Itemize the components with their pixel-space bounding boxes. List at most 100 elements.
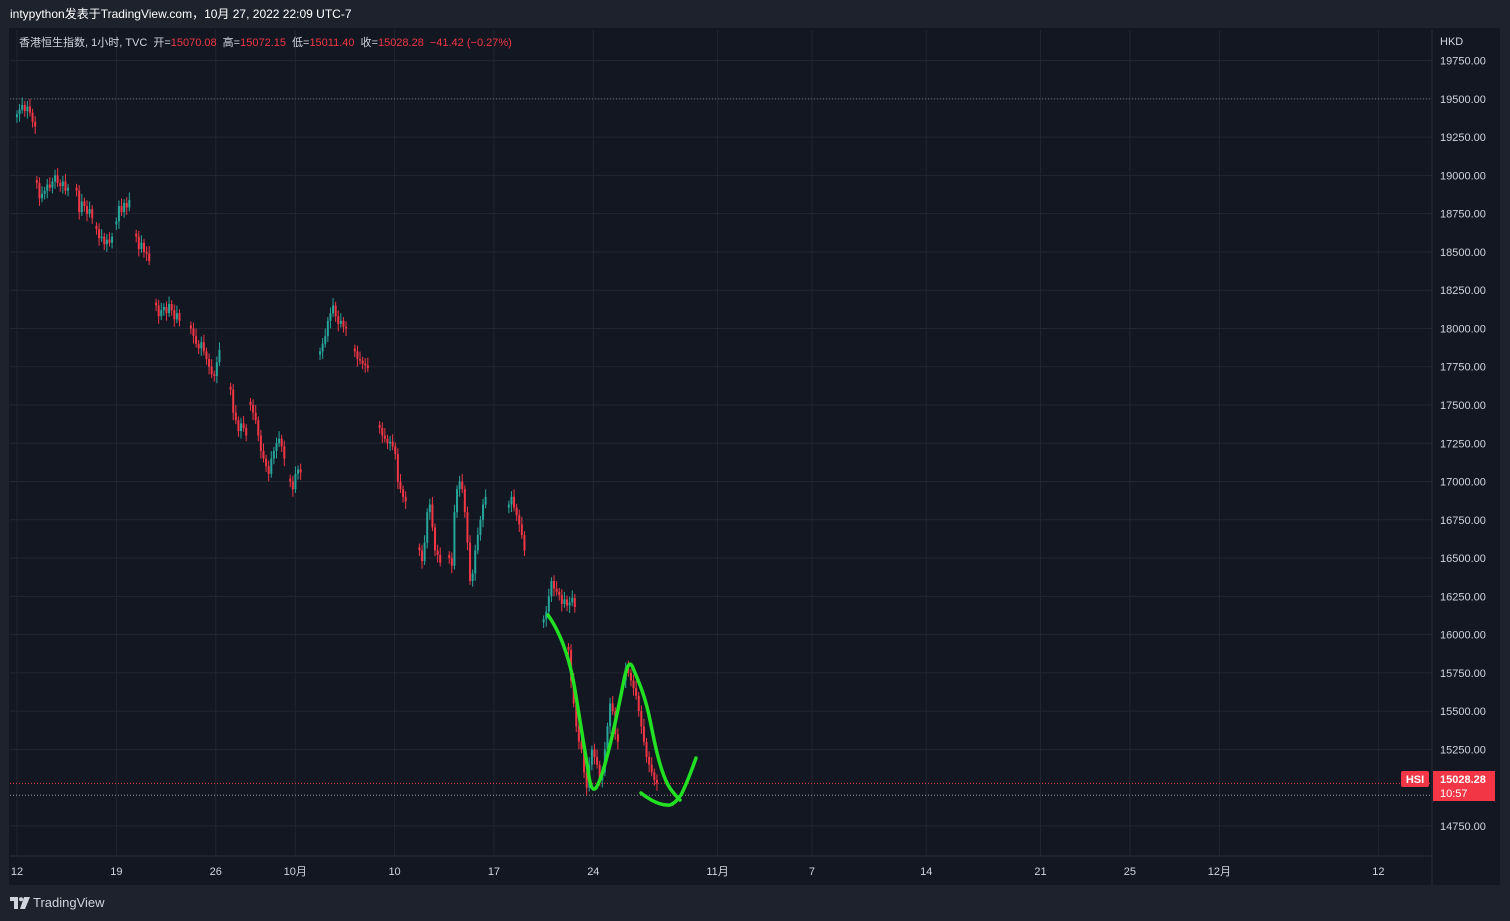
candle-body [257, 420, 260, 436]
candle-body [567, 646, 570, 650]
candle-body [650, 764, 653, 773]
candle-body [479, 519, 482, 536]
candle-body [297, 469, 300, 474]
candle-body [175, 313, 178, 320]
price-tick-label: 17500.00 [1440, 400, 1486, 412]
candle-body [61, 181, 64, 187]
candle-body [117, 206, 120, 222]
candle-body [575, 703, 578, 727]
drawing-down-up-stroke[interactable] [546, 613, 682, 802]
candle-body [245, 427, 248, 436]
tradingview-logo-icon[interactable] [10, 897, 30, 909]
candle-body [95, 225, 98, 229]
candle-body [573, 597, 576, 608]
candle-body [18, 109, 21, 115]
candle-body [31, 112, 34, 122]
candle-body [91, 209, 94, 219]
current-price-badge: HSI 15028.28 10:57 [1401, 771, 1495, 801]
candle-body [267, 466, 270, 474]
candle-body [598, 764, 601, 780]
time-tick-label: 12月 [1208, 866, 1231, 878]
candle-body [568, 602, 571, 606]
price-tick-label: 19000.00 [1440, 170, 1486, 182]
time-tick-label: 14 [920, 866, 932, 878]
currency-label: HKD [1440, 36, 1463, 48]
candle-body [108, 239, 111, 243]
candle-body [299, 469, 302, 473]
legend-close-label: 收= [360, 37, 378, 49]
time-tick-label: 12 [11, 866, 23, 878]
candle-body [609, 703, 612, 727]
candle-body [326, 320, 329, 337]
candle-body [278, 438, 281, 444]
price-tick-label: 16500.00 [1440, 553, 1486, 565]
candle-body [56, 175, 59, 184]
legend-low-label: 低= [292, 37, 310, 49]
candle-body [189, 325, 192, 329]
candle-body [135, 233, 138, 237]
price-tick-label: 15250.00 [1440, 744, 1486, 756]
candle-body [593, 749, 596, 758]
price-tick-label: 19250.00 [1440, 132, 1486, 144]
candle-body [165, 307, 168, 314]
candle-body [356, 351, 359, 360]
price-badge-countdown: 10:57 [1440, 788, 1468, 800]
drawing-check-stroke[interactable] [639, 756, 698, 807]
price-badge-value: 15028.28 [1440, 774, 1486, 786]
candle-body [585, 772, 588, 788]
price-badge-bg [1433, 771, 1495, 801]
candle-body [515, 507, 518, 516]
time-tick-label: 7 [809, 866, 815, 878]
candle-body [476, 535, 479, 551]
legend-close-value: 15028.28 [377, 37, 424, 49]
price-axis[interactable]: HKD 19750.00 19500.00 19250.00 19000.00 1875… [1440, 36, 1486, 833]
candle-body [359, 359, 362, 361]
candle-body [337, 316, 340, 324]
candle-body [482, 504, 485, 520]
candle-body [378, 424, 381, 428]
candle-body [518, 515, 521, 525]
candle-body [103, 236, 106, 245]
price-chart[interactable]: HKD 19750.00 19500.00 19250.00 19000.00 1875… [0, 0, 1510, 885]
candle-body [381, 427, 384, 436]
candle-body [402, 489, 405, 497]
time-tick-label: 10 [388, 866, 400, 878]
tradingview-brand[interactable]: TradingView [33, 895, 105, 910]
publisher-bar: intypython发表于TradingView.com，10月 27, 202… [0, 0, 1510, 28]
candle-body [334, 305, 337, 317]
candle-body [275, 443, 278, 451]
candle-body [386, 438, 389, 444]
candle-body [67, 187, 70, 191]
candle-body [105, 239, 108, 245]
candle-body [143, 242, 146, 252]
candle-body [611, 703, 614, 712]
candle-body [252, 405, 255, 413]
time-tick-label: 17 [488, 866, 500, 878]
candle-body [321, 343, 324, 352]
candle-body [645, 741, 648, 758]
legend-low-value: 15011.40 [309, 37, 355, 49]
candle-body [553, 581, 556, 589]
chart-panel[interactable] [9, 28, 1500, 885]
candle-body [394, 446, 397, 454]
candle-body [474, 550, 477, 574]
candle-body [640, 711, 643, 727]
candle-body [59, 183, 62, 187]
candle-body [85, 206, 88, 214]
candle-body [240, 423, 243, 432]
drawings[interactable] [546, 613, 698, 807]
price-tick-label: 17750.00 [1440, 362, 1486, 374]
candle-body [195, 336, 198, 344]
candle-body [469, 542, 472, 582]
time-axis[interactable]: 12 19 26 10月 10 17 24 11月 7 14 21 25 12月 12 [11, 866, 1385, 878]
price-tick-label: 17000.00 [1440, 477, 1486, 489]
candle-body [148, 253, 151, 262]
candle-body [15, 114, 18, 118]
candle-body [383, 435, 386, 439]
candle-body [428, 504, 431, 513]
candle-body [213, 374, 216, 376]
candle-body [128, 199, 131, 208]
candle-body [560, 594, 563, 604]
candle-body [218, 349, 221, 363]
candle-body [237, 420, 240, 432]
